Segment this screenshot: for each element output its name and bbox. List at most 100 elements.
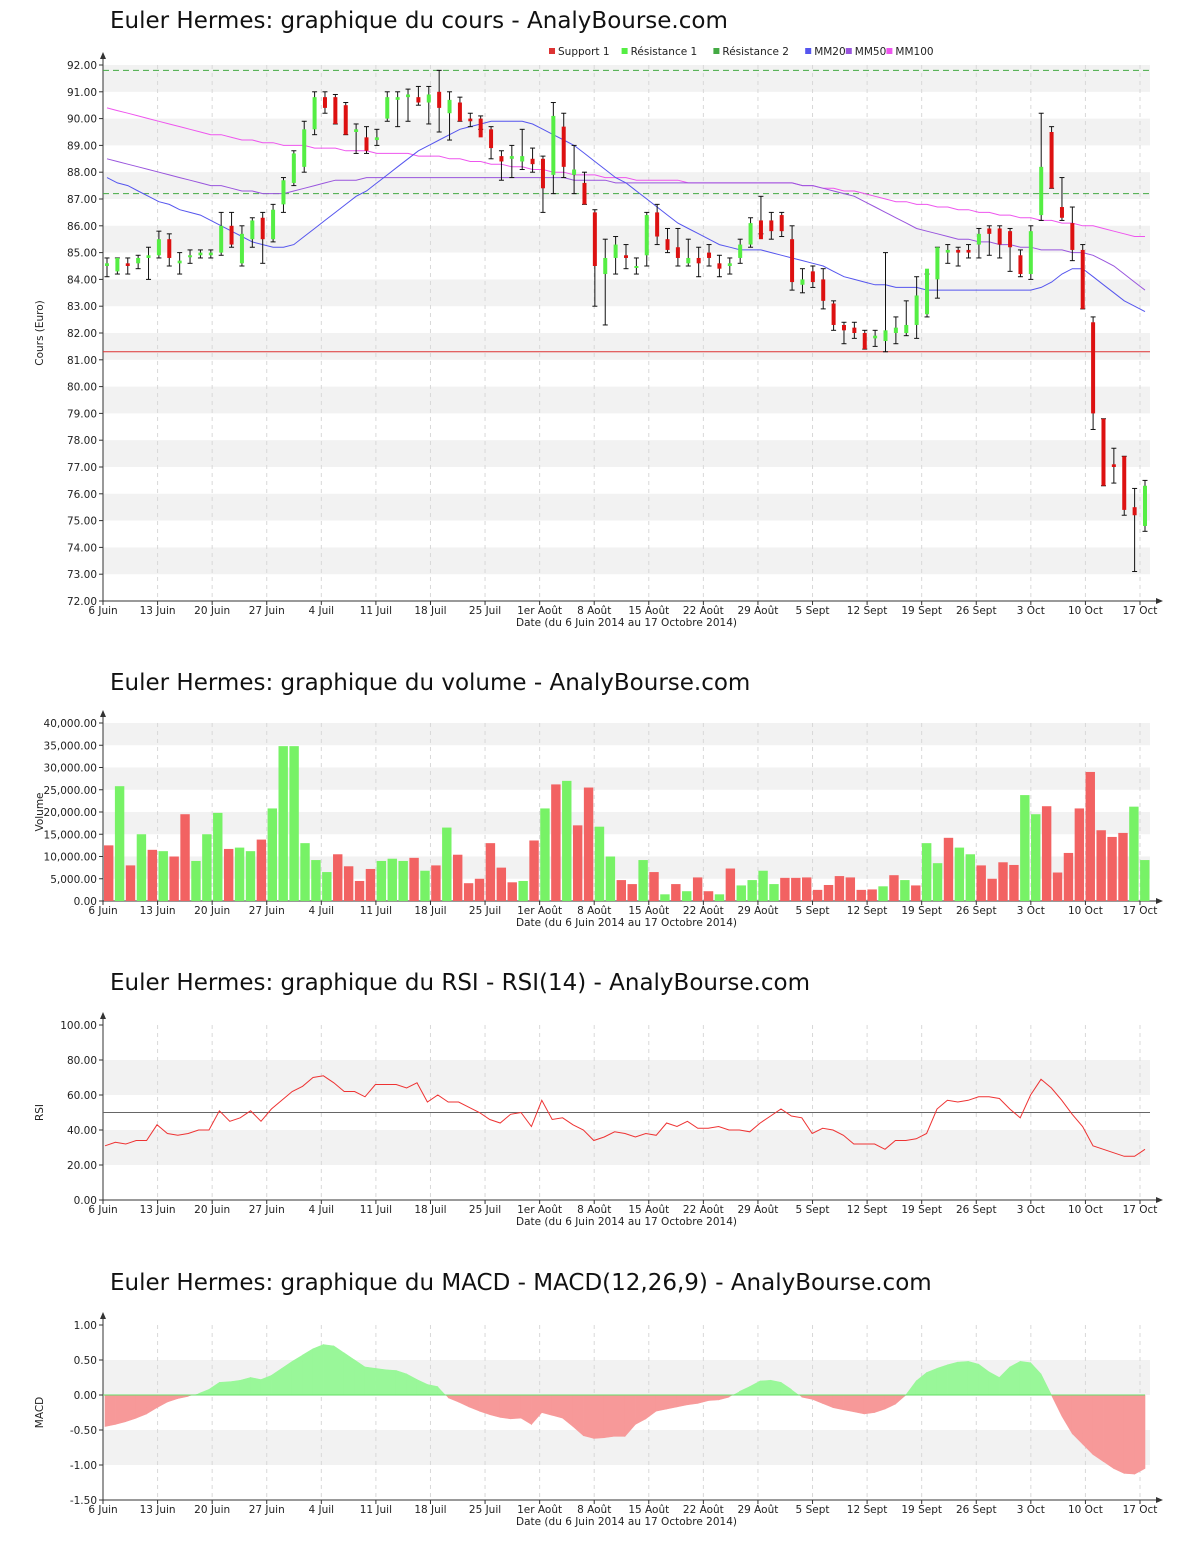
candle-body — [883, 330, 888, 342]
volume-bar — [256, 839, 267, 901]
x-tick-label: 1er Août — [517, 605, 562, 617]
x-tick-label: 11 Juil — [360, 605, 392, 617]
x-tick-label: 11 Juil — [360, 905, 392, 917]
legend-label: Support 1 — [558, 46, 610, 58]
macd-area-segment — [853, 1394, 865, 1415]
volume-bar — [354, 880, 365, 901]
volume-bar — [769, 884, 779, 901]
candle-body — [333, 97, 338, 124]
x-tick-label: 25 Juil — [469, 905, 501, 917]
volume-bar — [485, 843, 496, 901]
x-tick-label: 20 Juin — [194, 1504, 230, 1516]
x-tick-label: 13 Juin — [140, 1504, 176, 1516]
x-tick-label: 12 Sept — [847, 605, 888, 617]
x-tick-label: 1er Août — [517, 1504, 562, 1516]
macd-area-segment — [635, 1394, 647, 1425]
macd-area-segment — [499, 1394, 511, 1420]
volume-bar — [932, 863, 943, 901]
candle-body — [509, 156, 514, 159]
macd-area-segment — [135, 1394, 147, 1419]
candle-body — [1143, 485, 1147, 526]
candle-body — [1111, 464, 1116, 467]
x-tick-label: 12 Sept — [847, 905, 888, 917]
x-tick-label: 17 Oct — [1123, 605, 1158, 617]
candle-body — [862, 333, 867, 350]
candle-body — [374, 137, 379, 141]
macd-area-segment — [603, 1394, 615, 1439]
macd-area-segment — [895, 1394, 907, 1405]
volume-bar — [463, 883, 474, 901]
macd-area-segment — [936, 1364, 948, 1396]
x-axis-label: Date (du 6 Juin 2014 au 17 Octobre 2014) — [516, 917, 737, 929]
x-tick-label: 10 Oct — [1068, 905, 1103, 917]
volume-bar — [387, 858, 397, 901]
volume-bar — [921, 843, 932, 901]
volume-bar — [518, 880, 528, 901]
y-tick-label: 88.00 — [67, 167, 97, 179]
x-tick-label: 15 Août — [628, 1504, 669, 1516]
x-tick-label: 20 Juin — [194, 1204, 230, 1216]
y-tick-label: 85.00 — [67, 248, 97, 260]
candle-body — [354, 129, 359, 132]
candle-body — [707, 252, 712, 258]
x-tick-label: 4 Juil — [309, 1504, 335, 1516]
volume-bar — [867, 889, 877, 901]
candle-body — [675, 247, 680, 258]
macd-area-segment — [947, 1361, 959, 1396]
y-tick-label: 83.00 — [67, 301, 97, 313]
volume-bar — [878, 886, 888, 901]
legend-label: MM20 — [814, 46, 845, 58]
volume-chart-title: Euler Hermes: graphique du volume - Anal… — [110, 670, 751, 696]
candle-body — [499, 156, 504, 162]
y-tick-label: 78.00 — [67, 435, 97, 447]
x-tick-label: 4 Juil — [309, 1204, 335, 1216]
macd-area-segment — [156, 1394, 168, 1409]
y-tick-label: 73.00 — [67, 569, 97, 581]
macd-area-segment — [437, 1386, 446, 1395]
y-tick-label: 86.00 — [67, 221, 97, 233]
volume-bar — [671, 884, 681, 901]
x-tick-label: 27 Juin — [249, 905, 285, 917]
x-tick-label: 3 Oct — [1017, 1504, 1045, 1516]
volume-bar — [791, 877, 801, 901]
volume-bar — [747, 880, 757, 901]
macd-area-segment — [177, 1394, 189, 1399]
volume-bar — [1041, 806, 1052, 901]
x-tick-label: 10 Oct — [1068, 605, 1103, 617]
candle-body — [146, 255, 151, 258]
x-tick-label: 5 Sept — [796, 1504, 830, 1516]
y-tick-label: 87.00 — [67, 194, 97, 206]
x-tick-label: 25 Juil — [469, 605, 501, 617]
macd-area-segment — [479, 1394, 491, 1416]
x-tick-label: 1er Août — [517, 905, 562, 917]
x-axis-label: Date (du 6 Juin 2014 au 17 Octobre 2014) — [516, 1216, 737, 1228]
macd-area-segment — [1061, 1394, 1073, 1435]
candle-body — [219, 225, 224, 253]
volume-bar — [1129, 806, 1139, 901]
volume-bar — [998, 862, 1008, 901]
candle-body — [343, 105, 348, 135]
candle-body — [489, 129, 494, 149]
grid-band — [103, 172, 1150, 199]
macd-area-segment — [863, 1394, 875, 1415]
candle-body — [686, 257, 691, 264]
macd-area-segment — [364, 1366, 376, 1396]
candle-body — [468, 118, 473, 122]
x-tick-label: 5 Sept — [796, 605, 830, 617]
macd-area-segment — [445, 1395, 449, 1398]
macd-area-segment — [707, 1394, 719, 1401]
volume-bar — [191, 860, 201, 901]
y-tick-label: -1.00 — [70, 1460, 97, 1472]
volume-bar — [147, 849, 158, 901]
y-axis-arrow — [100, 52, 106, 59]
macd-area-segment — [489, 1394, 501, 1418]
candle-body — [447, 99, 452, 114]
y-tick-label: 82.00 — [67, 328, 97, 340]
volume-bar — [562, 780, 572, 901]
volume-bar — [1063, 852, 1074, 901]
candle-body — [613, 244, 618, 258]
volume-bar — [529, 840, 539, 901]
volume-bar — [583, 787, 594, 901]
candle-body — [873, 335, 878, 339]
candle-body — [1132, 507, 1137, 516]
